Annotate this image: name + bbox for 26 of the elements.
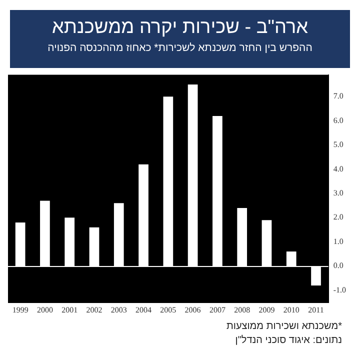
text: *משכנתא ושכירות ממוצעות (225, 320, 342, 334)
y-tick-label: 3.0 (333, 188, 344, 198)
x-tick-label: 2004 (136, 305, 152, 314)
text: נתונים: איגוד סוכני הנדל"ן (234, 334, 342, 348)
y-tick-label: 6.0 (333, 116, 344, 125)
y-tick-label: 4.0 (333, 164, 344, 174)
y-tick-label: -1.0 (333, 285, 346, 294)
x-tick-label: 2005 (160, 305, 176, 314)
x-tick-label: 2008 (234, 305, 250, 314)
x-tick-label: 2009 (258, 305, 275, 314)
y-tick-label: 5.0 (333, 140, 344, 150)
y-tick-label: 7.0 (333, 92, 344, 101)
chart-title: ארה"ב - שכירות יקרה ממשכנתא (50, 17, 310, 39)
x-tick-label: 2010 (283, 305, 300, 314)
x-tick-label: 2006 (184, 305, 201, 314)
x-tick-label: 2011 (308, 305, 324, 314)
x-tick-label: 1999 (12, 305, 28, 314)
x-tick-label: 2000 (36, 305, 53, 314)
x-tick-label: 2001 (62, 305, 78, 314)
y-tick-label: 1.0 (333, 236, 344, 246)
chart-subtitle: ההפרש בין החזר משכנתא לשכירות* כאחוז מההכנסה הפנויה (46, 42, 314, 54)
y-tick-label: 2.0 (333, 212, 344, 222)
y-tick-label: 0.0 (333, 261, 344, 270)
x-tick-label: 2003 (110, 305, 127, 314)
x-tick-label: 2002 (86, 305, 102, 314)
x-tick-label: 2007 (209, 305, 226, 314)
